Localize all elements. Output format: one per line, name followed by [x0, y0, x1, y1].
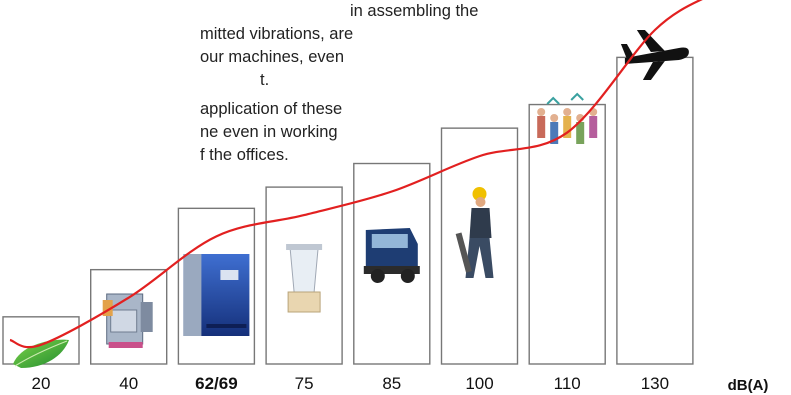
- intro-text: in assembling the mitted vibrations, are…: [200, 0, 560, 167]
- tick-label: 85: [382, 374, 401, 393]
- tick-label: 40: [119, 374, 138, 393]
- intro-line: mitted vibrations, are: [200, 25, 354, 43]
- unit-label: dB(A): [728, 377, 769, 394]
- intro-line: application of these: [200, 100, 343, 118]
- tick-label: 110: [554, 374, 581, 393]
- compressor-icon: [183, 254, 250, 336]
- bar-110: [528, 103, 606, 365]
- tick-label: 130: [641, 374, 669, 393]
- leaf-icon: [13, 339, 69, 368]
- truck-icon: [363, 228, 420, 283]
- jackhammer-worker-icon: [455, 187, 494, 278]
- intro-line: ne even in working: [200, 123, 338, 141]
- airplane-icon: [620, 30, 689, 80]
- bar-100: [440, 127, 519, 365]
- intro-line: our machines, even: [200, 48, 344, 66]
- intro-line: in assembling the: [350, 2, 479, 20]
- noise-trend-curve: [9, 0, 703, 349]
- dryer-icon: [102, 293, 153, 348]
- tick-label: 75: [295, 374, 314, 393]
- tick-label: 100: [465, 374, 493, 393]
- intro-line: f the offices.: [200, 146, 289, 164]
- tick-label: 20: [32, 374, 51, 393]
- bar-130: [616, 56, 694, 365]
- tick-label: 62/69: [195, 374, 238, 393]
- intro-line: t.: [260, 71, 270, 89]
- blender-icon: [286, 244, 323, 313]
